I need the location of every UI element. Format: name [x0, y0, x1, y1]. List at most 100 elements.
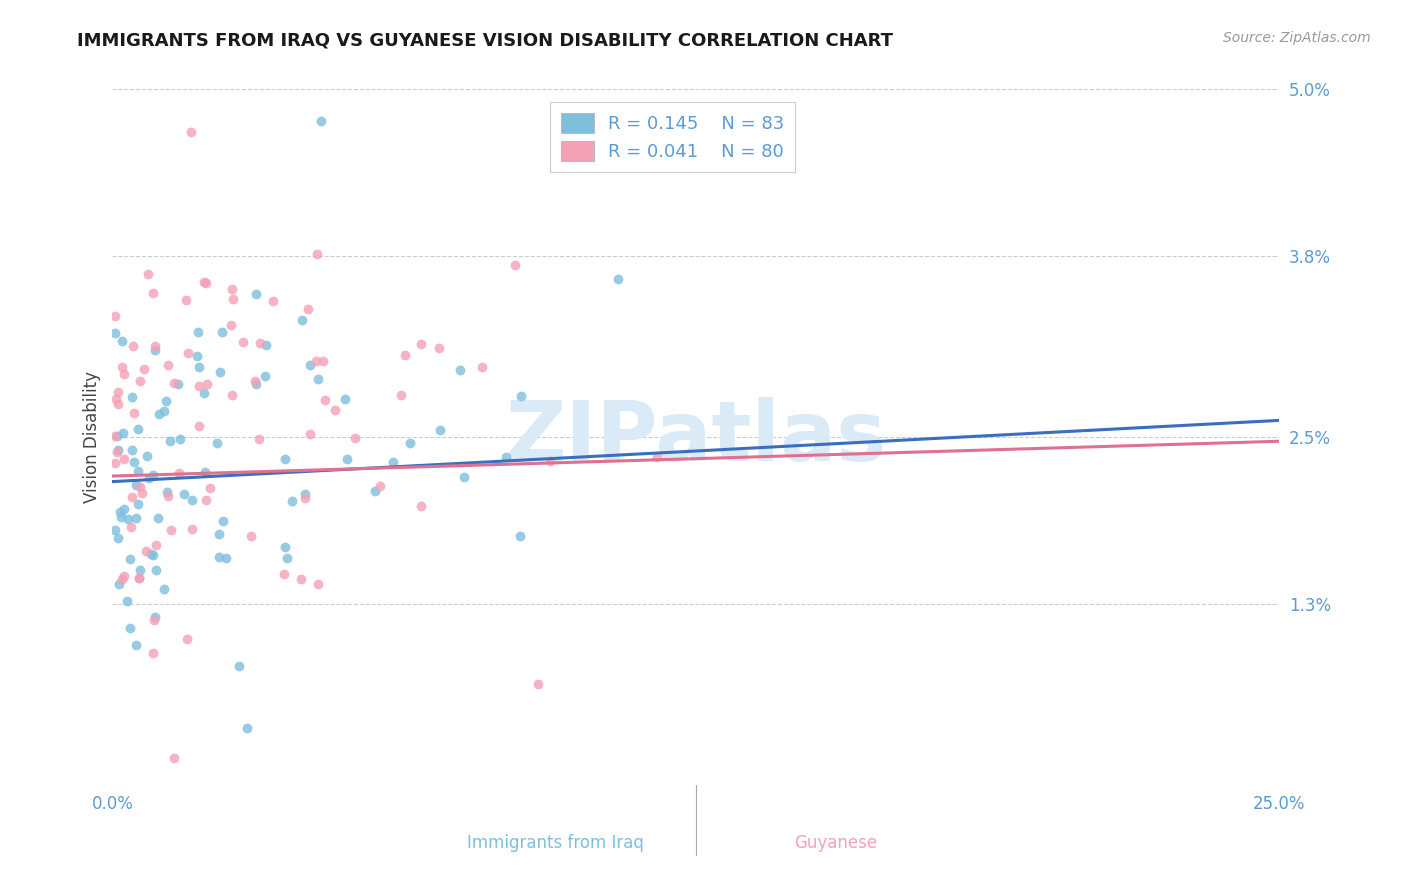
Point [121, 339, 143, 353]
Point [145, 538, 167, 552]
Point [142, 646, 165, 660]
Point [104, 326, 127, 341]
Point [249, 336, 271, 351]
Point [245, 287, 267, 301]
Point [131, 486, 153, 500]
Point [312, 354, 335, 368]
Point [219, 318, 242, 333]
Point [110, 510, 132, 524]
Point [111, 359, 134, 374]
Point [129, 480, 152, 494]
Text: ZIPatlas: ZIPatlas [506, 397, 886, 477]
Point [143, 339, 166, 353]
Point [148, 407, 170, 421]
Point [193, 275, 215, 289]
Point [176, 632, 198, 647]
Point [128, 571, 150, 585]
Point [427, 341, 450, 355]
Point [105, 429, 128, 443]
Point [333, 392, 356, 406]
Point [221, 282, 243, 296]
Point [110, 504, 132, 518]
Point [117, 512, 139, 526]
Point [112, 451, 135, 466]
Point [142, 467, 165, 482]
Y-axis label: Vision Disability: Vision Disability [83, 371, 101, 503]
Point [509, 529, 531, 543]
Point [221, 388, 243, 402]
Point [607, 271, 630, 285]
Point [159, 434, 181, 448]
Point [253, 368, 276, 383]
Point [129, 374, 152, 388]
Point [129, 562, 152, 576]
Point [307, 372, 329, 386]
Point [294, 486, 316, 500]
Point [212, 514, 235, 528]
Point [127, 422, 149, 436]
Point [297, 302, 319, 317]
Point [245, 377, 267, 392]
Point [194, 465, 217, 479]
Point [211, 325, 233, 339]
Point [124, 455, 146, 469]
Point [471, 359, 494, 374]
Point [181, 493, 204, 508]
Point [453, 470, 475, 484]
Point [305, 354, 328, 368]
Point [142, 286, 165, 301]
Text: Guyanese: Guyanese [794, 834, 877, 852]
Legend: R = 0.145    N = 83, R = 0.041    N = 80: R = 0.145 N = 83, R = 0.041 N = 80 [550, 102, 794, 172]
Point [125, 478, 148, 492]
Point [104, 429, 127, 443]
Point [188, 360, 211, 375]
Point [174, 293, 197, 307]
Point [120, 552, 142, 566]
Point [215, 550, 238, 565]
Point [177, 346, 200, 360]
Point [538, 453, 561, 467]
Point [503, 258, 526, 272]
Point [290, 572, 312, 586]
Point [153, 404, 176, 418]
Point [105, 392, 128, 406]
Point [399, 436, 422, 450]
Point [107, 397, 129, 411]
Point [409, 337, 432, 351]
Point [155, 394, 177, 409]
Point [188, 379, 211, 393]
Point [104, 309, 127, 323]
Point [273, 567, 295, 582]
Point [121, 390, 143, 404]
Point [236, 721, 259, 735]
Point [136, 449, 159, 463]
Point [167, 376, 190, 391]
Point [294, 491, 316, 505]
Point [195, 377, 218, 392]
Point [274, 540, 297, 554]
Point [121, 491, 143, 505]
Text: Immigrants from Iraq: Immigrants from Iraq [467, 834, 644, 852]
Point [298, 358, 321, 372]
Point [222, 292, 245, 306]
Text: IMMIGRANTS FROM IRAQ VS GUYANESE VISION DISABILITY CORRELATION CHART: IMMIGRANTS FROM IRAQ VS GUYANESE VISION … [77, 31, 893, 49]
Point [323, 402, 346, 417]
Point [389, 388, 412, 402]
Point [169, 432, 191, 446]
Point [125, 638, 148, 652]
Point [142, 548, 165, 562]
Point [114, 502, 136, 516]
Point [510, 389, 533, 403]
Point [107, 445, 129, 459]
Point [239, 529, 262, 543]
Text: Source: ZipAtlas.com: Source: ZipAtlas.com [1223, 31, 1371, 45]
Point [381, 455, 404, 469]
Point [343, 431, 366, 445]
Point [336, 452, 359, 467]
Point [127, 497, 149, 511]
Point [160, 523, 183, 537]
Point [128, 571, 150, 585]
Point [186, 349, 208, 363]
Point [108, 577, 131, 591]
Point [107, 442, 129, 457]
